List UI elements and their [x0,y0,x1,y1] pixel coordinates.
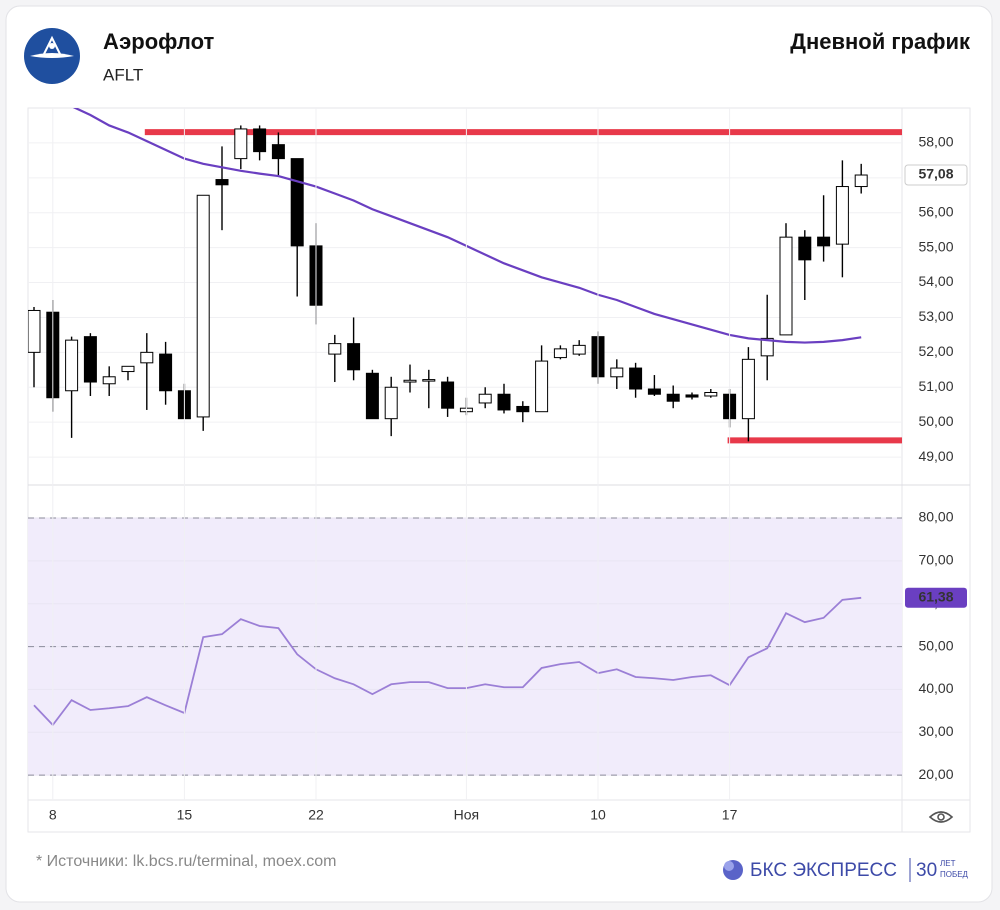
candle-body [779,236,793,336]
x-tick-label: Ноя [454,807,479,823]
x-tick-label: 22 [308,807,324,823]
x-tick-label: 17 [722,807,738,823]
settings-icon[interactable] [928,811,954,823]
candle-body [422,379,436,382]
candle-body [817,236,831,247]
candle-body [140,351,154,364]
ticker: AFLT [103,65,143,84]
candle-body [384,386,398,420]
x-tick-label: 10 [590,807,606,823]
y-tick-label: 70,00 [918,552,953,568]
y-tick-label: 51,00 [918,378,953,394]
chart-label: Дневной график [790,29,971,54]
last-value-label: 57,08 [918,166,953,182]
candle-body [572,344,586,355]
y-tick-label: 56,00 [918,203,953,219]
brand-logo: БКС ЭКСПРЕСС 30 ЛЕТ ПОБЕД [723,858,969,882]
last-value-box [904,164,968,186]
candle-body [704,391,718,397]
price-panel [28,108,902,458]
brand-years-word: ПОБЕД [940,870,969,879]
candle-body [666,393,680,402]
candle-body [685,394,699,398]
brand-years-word: ЛЕТ [940,859,956,868]
rsi-line [33,596,862,727]
candle-body [760,337,774,357]
candle-body [647,388,661,395]
y-tick-label: 30,00 [918,723,953,739]
candle-body [629,367,643,390]
candle-body [159,353,173,392]
x-tick-label: 15 [177,807,193,823]
candle-body [798,236,812,261]
candle-body [253,128,267,153]
x-tick-label: 8 [49,807,57,823]
candle-body [196,194,210,418]
last-value-box [905,587,967,608]
y-tick-label: 40,00 [918,680,953,696]
plot: 49,00 50,00 51,00 52,00 53,00 54,00 55,00 56,00… [28,108,968,823]
logo [24,28,80,84]
candle-body [741,358,755,420]
brand-name: БКС ЭКСПРЕСС [750,860,897,881]
y-tick-label: 58,00 [918,134,953,150]
candle-body [28,309,41,353]
candle-body [497,393,511,411]
candle-body [347,343,361,371]
candle-body [365,372,379,420]
candle-body [271,144,285,160]
candle-body [854,174,868,188]
candle-body [478,393,492,404]
y-tick-label: 52,00 [918,343,953,359]
candle-body [610,367,624,378]
candle-body [290,158,304,247]
candle-body [234,128,248,160]
candle-body [65,339,79,392]
candle-body [328,343,342,355]
y-tick-label: 55,00 [918,238,953,254]
candle-body [403,379,417,383]
y-tick-label: 80,00 [918,509,953,525]
source-note: * Источники: lk.bcs.ru/terminal, moex.co… [36,853,336,870]
y-tick-label: 49,00 [918,448,953,464]
y-tick-label: 20,00 [918,766,953,782]
candle-body [215,179,229,186]
company-name: Аэрофлот [103,29,214,54]
y-tick-label: 50,00 [918,413,953,429]
candle-body [83,336,97,383]
chart-frame [27,107,971,833]
candle-body [102,376,116,385]
candle-body [516,405,530,413]
candle-body [121,365,135,373]
y-tick-label: 50,00 [918,637,953,653]
rsi-panel [28,517,902,776]
y-tick-label: 54,00 [918,273,953,289]
candle-body [441,381,455,409]
candle-body [553,348,567,359]
candle-body [535,360,549,413]
y-tick-label: 53,00 [918,308,953,324]
brand-years: 30 [916,860,937,881]
last-value-label: 61,38 [918,589,953,605]
candle-body [835,186,849,245]
